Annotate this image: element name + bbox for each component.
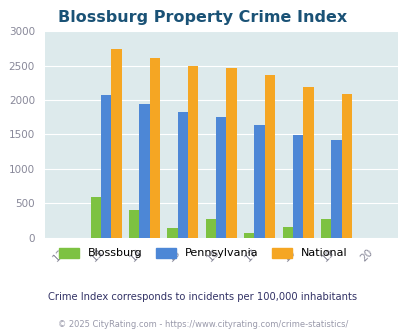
Bar bbox=[90, 197, 101, 238]
Bar bbox=[149, 58, 160, 238]
Text: Blossburg Property Crime Index: Blossburg Property Crime Index bbox=[58, 10, 347, 25]
Legend: Blossburg, Pennsylvania, National: Blossburg, Pennsylvania, National bbox=[55, 244, 350, 262]
Bar bbox=[226, 69, 236, 238]
Bar bbox=[188, 66, 198, 238]
Bar bbox=[167, 228, 177, 238]
Text: Crime Index corresponds to incidents per 100,000 inhabitants: Crime Index corresponds to incidents per… bbox=[48, 292, 357, 302]
Bar bbox=[303, 87, 313, 238]
Bar bbox=[215, 117, 226, 238]
Bar bbox=[101, 95, 111, 238]
Bar bbox=[330, 140, 341, 238]
Bar bbox=[254, 125, 264, 238]
Bar bbox=[341, 94, 351, 238]
Bar bbox=[177, 112, 188, 238]
Bar bbox=[205, 219, 215, 238]
Bar bbox=[129, 210, 139, 238]
Bar bbox=[139, 104, 149, 238]
Bar bbox=[282, 227, 292, 238]
Bar bbox=[111, 49, 122, 238]
Bar bbox=[264, 75, 275, 238]
Bar bbox=[292, 135, 303, 238]
Bar bbox=[320, 219, 330, 238]
Text: © 2025 CityRating.com - https://www.cityrating.com/crime-statistics/: © 2025 CityRating.com - https://www.city… bbox=[58, 320, 347, 329]
Bar bbox=[243, 233, 254, 238]
